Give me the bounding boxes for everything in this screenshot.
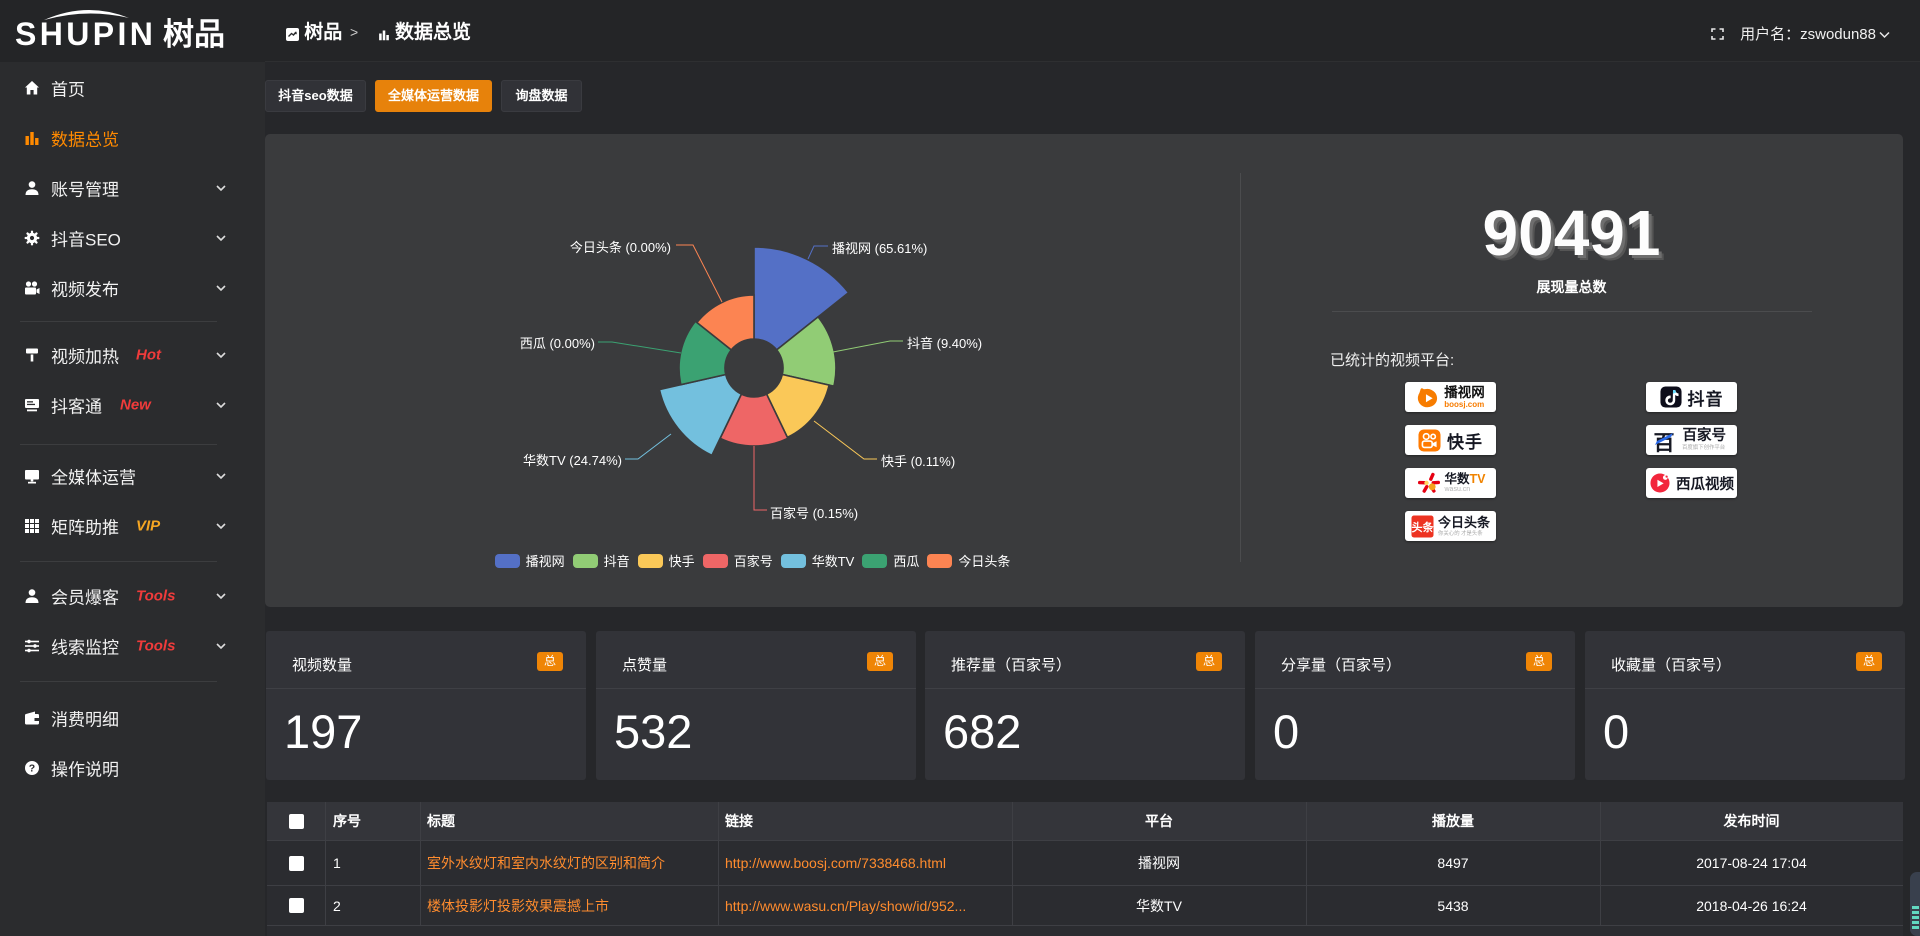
svg-text:?: ?	[29, 763, 35, 775]
svg-text:SHUPIN: SHUPIN	[15, 16, 156, 52]
svg-text:树品: 树品	[163, 17, 225, 52]
svg-text:头条: 头条	[1411, 520, 1434, 534]
